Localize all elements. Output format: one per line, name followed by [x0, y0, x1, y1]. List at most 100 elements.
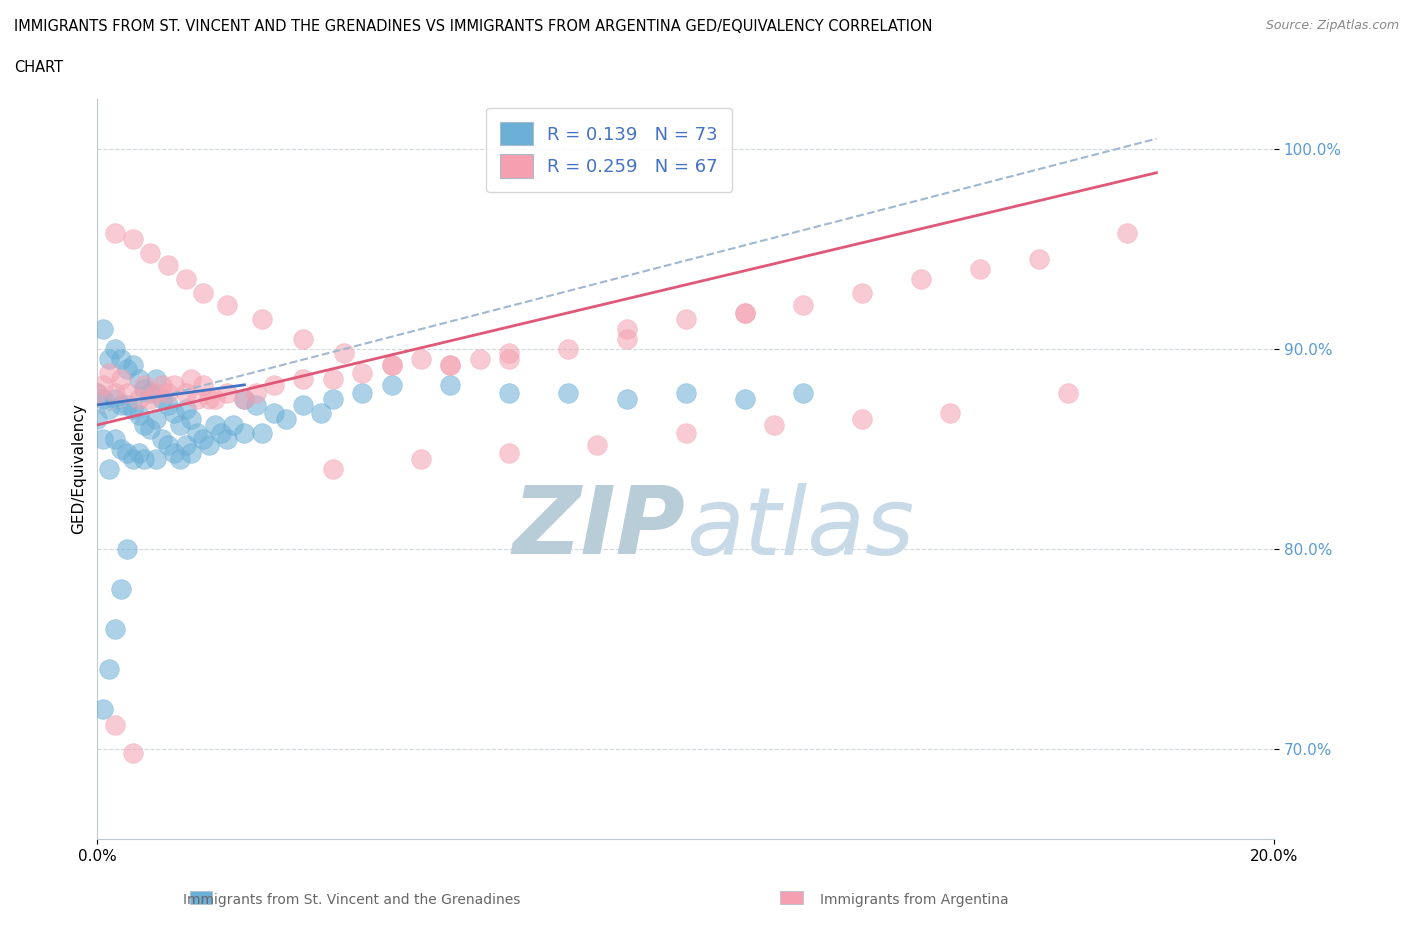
Point: [409, 451, 432, 466]
Point: [233, 425, 256, 440]
Point: [86, 411, 108, 426]
Point: [86, 385, 108, 400]
Point: [734, 305, 756, 320]
Point: [762, 418, 785, 432]
Point: [409, 352, 432, 366]
Point: [121, 232, 143, 246]
Point: [322, 371, 344, 386]
Point: [128, 407, 150, 422]
Point: [616, 322, 638, 337]
Point: [204, 392, 226, 406]
Point: [121, 357, 143, 372]
Point: [145, 451, 167, 466]
Point: [156, 258, 179, 272]
Point: [98, 402, 121, 417]
Point: [180, 411, 202, 426]
Point: [263, 405, 285, 420]
Point: [969, 261, 991, 276]
Point: [734, 305, 756, 320]
Point: [1028, 251, 1050, 266]
Text: Source: ZipAtlas.com: Source: ZipAtlas.com: [1265, 19, 1399, 32]
Point: [150, 432, 173, 446]
Point: [121, 451, 143, 466]
Text: ZIP: ZIP: [513, 482, 686, 574]
Text: atlas: atlas: [686, 483, 914, 574]
Point: [139, 246, 162, 260]
Point: [215, 432, 238, 446]
Point: [163, 405, 186, 420]
Point: [115, 397, 138, 412]
Point: [675, 425, 697, 440]
Point: [250, 312, 273, 326]
Point: [557, 385, 579, 400]
Point: [145, 385, 167, 400]
Point: [380, 357, 402, 372]
Point: [734, 392, 756, 406]
Point: [104, 621, 127, 636]
Point: [675, 312, 697, 326]
Point: [134, 378, 156, 392]
Point: [121, 746, 143, 761]
Point: [221, 418, 243, 432]
Point: [616, 392, 638, 406]
Point: [115, 362, 138, 377]
Point: [104, 718, 127, 733]
Point: [439, 357, 461, 372]
Point: [186, 425, 208, 440]
Point: [186, 392, 208, 406]
Point: [139, 385, 162, 400]
Point: [91, 378, 114, 392]
Point: [110, 352, 132, 366]
Point: [792, 298, 814, 312]
Text: Immigrants from Argentina: Immigrants from Argentina: [820, 893, 1008, 908]
Point: [939, 405, 962, 420]
Point: [156, 397, 179, 412]
Point: [292, 331, 315, 346]
Point: [174, 272, 197, 286]
Point: [139, 392, 162, 406]
Point: [616, 331, 638, 346]
Point: [215, 385, 238, 400]
Point: [150, 392, 173, 406]
Point: [245, 397, 267, 412]
Point: [91, 392, 114, 406]
Point: [150, 378, 173, 392]
Point: [292, 371, 315, 386]
Point: [110, 581, 132, 596]
Point: [104, 225, 127, 240]
Point: [498, 352, 520, 366]
Point: [98, 352, 121, 366]
Point: [910, 272, 932, 286]
Point: [156, 437, 179, 452]
Point: [115, 541, 138, 556]
Point: [274, 411, 297, 426]
Point: [104, 341, 127, 356]
Point: [498, 345, 520, 360]
Point: [675, 385, 697, 400]
Point: [851, 411, 873, 426]
Point: [209, 425, 232, 440]
Point: [439, 357, 461, 372]
Point: [156, 385, 179, 400]
Point: [180, 445, 202, 460]
Legend: R = 0.139   N = 73, R = 0.259   N = 67: R = 0.139 N = 73, R = 0.259 N = 67: [486, 108, 733, 193]
Point: [333, 345, 356, 360]
Point: [233, 392, 256, 406]
Point: [98, 461, 121, 476]
Point: [139, 421, 162, 436]
Point: [174, 385, 197, 400]
Point: [180, 371, 202, 386]
Point: [233, 392, 256, 406]
Point: [145, 371, 167, 386]
Point: [110, 442, 132, 457]
Point: [380, 378, 402, 392]
Text: Immigrants from St. Vincent and the Grenadines: Immigrants from St. Vincent and the Gren…: [183, 893, 520, 908]
Point: [322, 392, 344, 406]
Point: [352, 365, 374, 380]
Point: [1057, 385, 1080, 400]
Point: [198, 392, 221, 406]
Point: [169, 418, 191, 432]
Y-axis label: GED/Equivalency: GED/Equivalency: [72, 404, 86, 535]
Point: [163, 445, 186, 460]
Point: [169, 451, 191, 466]
